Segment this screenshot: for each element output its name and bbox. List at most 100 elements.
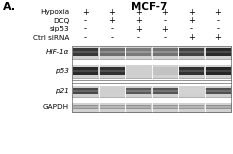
Bar [152,105,178,109]
Bar [126,67,151,75]
Text: p21: p21 [55,88,69,94]
Text: -: - [137,33,140,42]
Text: -: - [163,33,166,42]
Bar [178,70,204,72]
Bar [99,48,124,56]
Bar [205,67,230,75]
Bar [72,45,231,59]
Text: +: + [108,16,115,25]
Text: -: - [163,16,166,25]
Bar [178,45,205,59]
Bar [126,48,151,56]
Bar [72,103,231,111]
Text: A.: A. [3,2,16,12]
Text: Hypoxia: Hypoxia [40,9,69,15]
Bar [205,106,230,108]
Text: +: + [108,8,115,16]
Bar [205,105,230,109]
Bar [99,105,124,109]
Bar [151,45,178,59]
Bar [152,88,178,94]
Bar [151,85,178,97]
Bar [205,48,230,56]
Text: +: + [188,33,195,42]
Bar [99,51,124,53]
Text: DCQ: DCQ [53,18,69,24]
Text: GAPDH: GAPDH [43,104,69,110]
Bar [72,85,99,97]
Bar [125,65,151,77]
Bar [99,88,124,94]
Text: +: + [161,8,168,16]
Bar [178,48,204,56]
Text: -: - [84,16,87,25]
Bar [99,65,125,77]
Bar [152,90,178,92]
Text: MCF-7: MCF-7 [131,2,167,12]
Text: +: + [135,24,142,34]
Text: +: + [188,8,195,16]
Bar [72,48,98,56]
Bar [151,65,178,77]
Bar [178,67,204,75]
Bar [99,45,125,59]
Bar [178,88,204,94]
Bar [99,85,125,97]
Bar [126,88,151,94]
Text: -: - [84,24,87,34]
Bar [205,85,231,97]
Bar [125,45,151,59]
Text: +: + [82,8,89,16]
Text: -: - [190,24,193,34]
Bar [72,70,98,72]
Bar [205,51,230,53]
Text: Ctrl siRNA: Ctrl siRNA [33,34,69,41]
Text: HIF-1α: HIF-1α [46,49,69,55]
Text: +: + [214,8,221,16]
Bar [72,88,98,94]
Bar [72,65,231,77]
Text: -: - [216,16,219,25]
Bar [72,90,98,92]
Text: +: + [161,24,168,34]
Bar [151,103,178,111]
Text: +: + [135,8,142,16]
Bar [72,103,99,111]
Bar [99,106,124,108]
Text: +: + [135,16,142,25]
Bar [178,103,205,111]
Bar [72,85,231,97]
Text: -: - [216,24,219,34]
Bar [178,65,205,77]
Text: sip53: sip53 [49,26,69,32]
Bar [126,90,151,92]
Bar [178,106,204,108]
Bar [205,70,230,72]
Bar [99,67,124,75]
Bar [125,103,151,111]
Bar [72,65,99,77]
Bar [152,67,178,75]
Text: p53: p53 [55,68,69,74]
Bar [205,65,231,77]
Bar [205,45,231,59]
Bar [152,51,178,53]
Bar [72,106,98,108]
Bar [205,88,230,94]
Bar [205,90,230,92]
Text: +: + [188,16,195,25]
Bar [178,105,204,109]
Bar [126,105,151,109]
Bar [126,51,151,53]
Bar [72,51,98,53]
Text: -: - [110,24,113,34]
Bar [152,48,178,56]
Bar [72,45,231,111]
Text: -: - [84,33,87,42]
Bar [72,45,99,59]
Bar [178,51,204,53]
Bar [99,103,125,111]
Bar [205,103,231,111]
Bar [152,106,178,108]
Bar [178,85,205,97]
